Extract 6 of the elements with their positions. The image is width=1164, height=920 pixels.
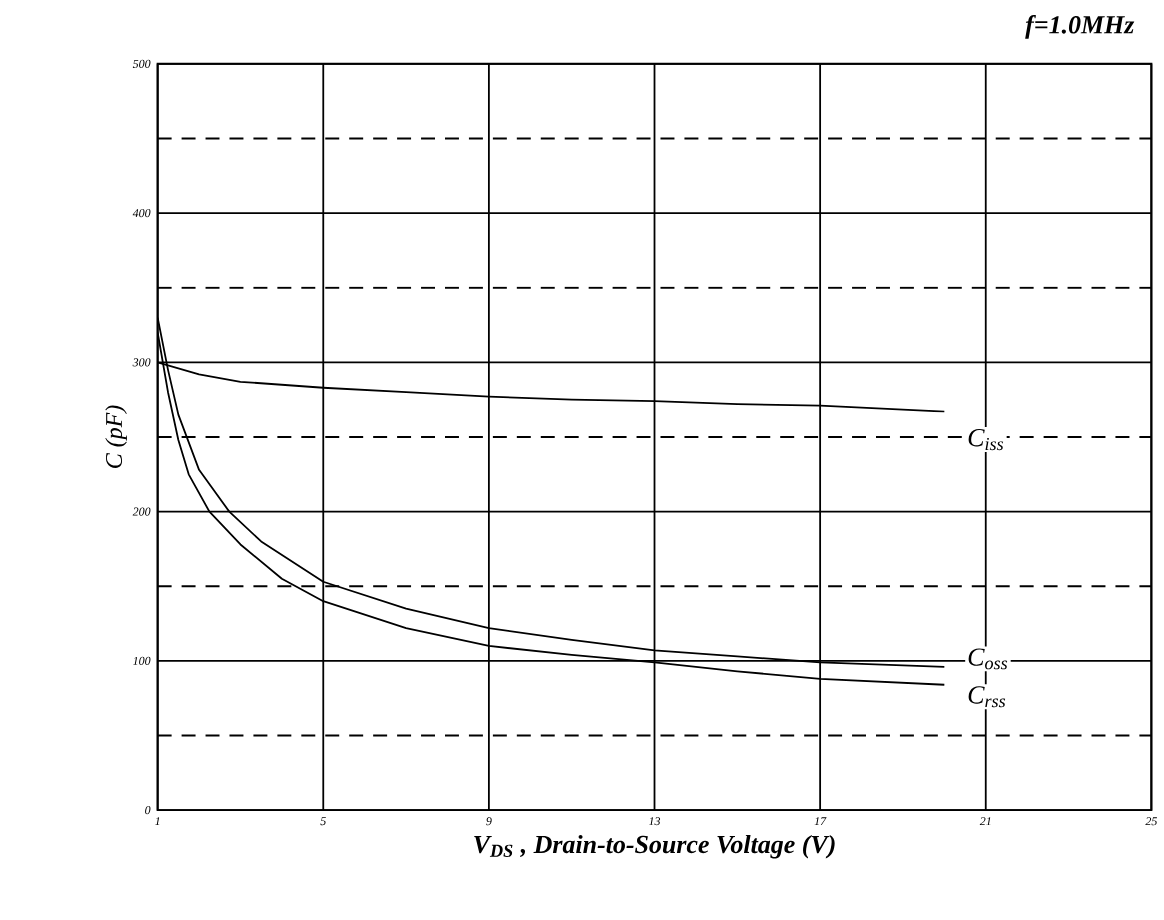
series-label: C$_{oss}$ — [968, 648, 1008, 670]
y-axis-title: C (pF) — [105, 405, 127, 468]
series-label: C$_{iss}$ — [968, 429, 1004, 451]
x-axis-title: V$_{DS}$ , Drain-to-Source Voltage (V) — [474, 835, 835, 859]
series-label: C$_{rss}$ — [968, 686, 1006, 708]
chart-title: f=1.0MHz — [1025, 15, 1135, 39]
